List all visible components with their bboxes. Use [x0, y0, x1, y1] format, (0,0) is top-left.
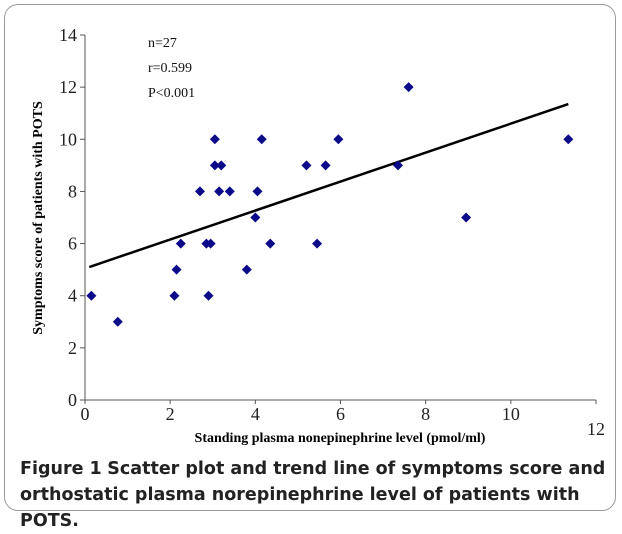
point	[205, 238, 216, 249]
point	[216, 160, 227, 171]
x-tick-label: 0	[81, 404, 90, 424]
point	[392, 160, 403, 171]
x-axis-label: Standing plasma nonepinephrine level (pm…	[195, 431, 486, 446]
point	[175, 238, 186, 249]
point	[203, 290, 214, 301]
y-tick-label: 0	[68, 390, 77, 410]
point	[224, 186, 235, 197]
x-tick-label: 4	[251, 404, 260, 424]
figure-frame	[4, 4, 616, 511]
point	[312, 238, 323, 249]
x-tick-label: 6	[336, 404, 345, 424]
point	[169, 290, 180, 301]
annotation: r=0.599	[148, 61, 192, 76]
annotation: n=27	[148, 36, 177, 51]
point	[252, 186, 263, 197]
point	[256, 134, 267, 145]
x-tick-label: 10	[502, 404, 520, 424]
y-tick-label: 12	[59, 77, 77, 97]
point	[333, 134, 344, 145]
x-tick-label: 2	[166, 404, 175, 424]
y-axis-label: Symptoms score of patients with POTS	[31, 101, 46, 335]
point	[86, 290, 97, 301]
point	[403, 82, 414, 93]
y-tick-label: 2	[68, 338, 77, 358]
point	[171, 264, 182, 275]
x-tick-label: 8	[421, 404, 430, 424]
point	[301, 160, 312, 171]
trend-line	[88, 102, 569, 269]
point	[265, 238, 276, 249]
x-tick-label: 12	[587, 419, 605, 439]
caption: Figure 1 Scatter plot and trend line of …	[20, 456, 610, 534]
page: Symptoms score of patients with POTS Sta…	[4, 4, 616, 531]
y-tick-label: 6	[68, 234, 77, 254]
point	[194, 186, 205, 197]
point	[241, 264, 252, 275]
chart: Symptoms score of patients with POTS Sta…	[31, 25, 605, 446]
point	[209, 160, 220, 171]
y-tick-label: 14	[59, 25, 77, 45]
point	[214, 186, 225, 197]
y-tick-label: 4	[68, 286, 77, 306]
point	[250, 212, 261, 223]
point	[209, 134, 220, 145]
point	[112, 316, 123, 327]
caption-text: Scatter plot and trend line of symptoms …	[20, 459, 606, 531]
point	[461, 212, 472, 223]
point	[320, 160, 331, 171]
point	[563, 134, 574, 145]
y-tick-label: 10	[59, 129, 77, 149]
annotation: P<0.001	[148, 86, 195, 101]
caption-label: Figure 1	[20, 459, 102, 479]
y-tick-label: 8	[68, 181, 77, 201]
